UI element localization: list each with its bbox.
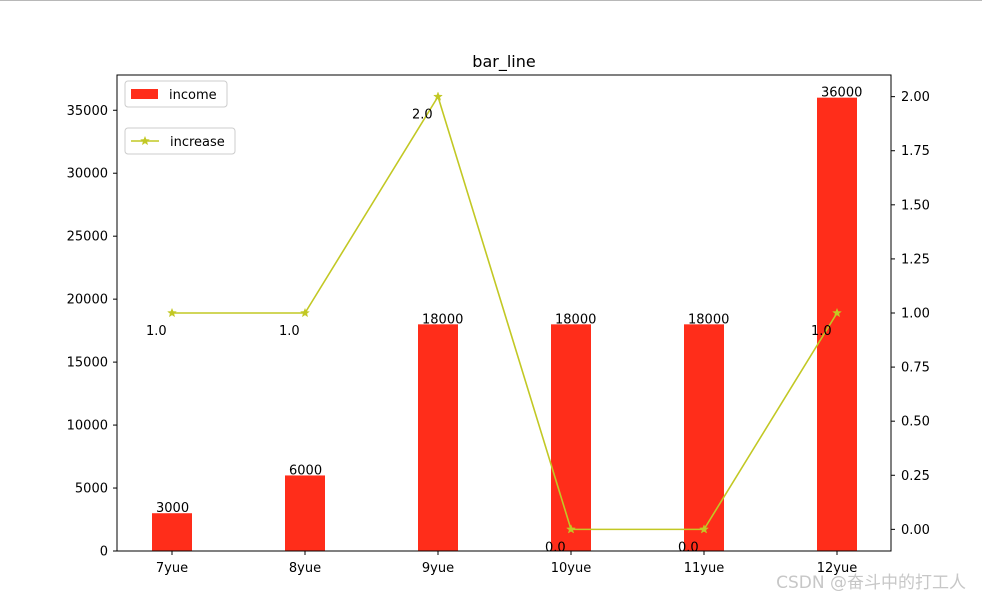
- increase-marker: [300, 307, 310, 318]
- legend-swatch-income: [131, 89, 158, 99]
- bars-layer: 3000 6000 18000 18000 18000 36000: [152, 86, 862, 552]
- y-right-tick-label: 1.25: [901, 252, 930, 267]
- y-left-tick-label: 5000: [75, 482, 108, 497]
- legend-marker-increase: [140, 135, 150, 146]
- bar-10yue: [551, 324, 591, 551]
- x-tick-label: 9yue: [422, 561, 454, 576]
- y-left-tick-label: 20000: [67, 293, 108, 308]
- bar-7yue: [152, 513, 192, 551]
- line-value-label: 0.0: [678, 540, 699, 555]
- y-right-tick-label: 1.75: [901, 144, 930, 159]
- legend-box-income: [124, 80, 228, 108]
- increase-line: [172, 94, 838, 531]
- x-tick-label: 12yue: [817, 561, 857, 576]
- bar-12yue: [817, 97, 857, 552]
- legend-box-increase: [124, 127, 236, 155]
- line-value-label: 1.0: [279, 324, 300, 339]
- bar-value-label: 36000: [821, 86, 862, 101]
- bar-value-label: 18000: [555, 312, 596, 327]
- bar-value-label: 6000: [289, 463, 322, 478]
- bar-value-label: 18000: [422, 312, 463, 327]
- y-right-tick-label: 0.75: [901, 361, 930, 376]
- axes-layer: 7yue 8yue 9yue 10yue 11yue 12yue 0 5000 10000 150…: [67, 90, 930, 576]
- x-tick-label: 10yue: [551, 561, 591, 576]
- y-right-tick-label: 0.50: [901, 415, 930, 430]
- increase-marker: [167, 307, 177, 318]
- bar-8yue: [285, 475, 325, 551]
- y-right-tick-label: 1.50: [901, 198, 930, 213]
- y-right-tick-label: 0.25: [901, 469, 930, 484]
- line-value-label: 1.0: [811, 324, 832, 339]
- increase-marker: [433, 91, 443, 101]
- line-layer: 1.0 1.0 2.0 0.0 0.0 1.0: [146, 91, 842, 555]
- window-top-border: [0, 0, 982, 1]
- line-value-label: 0.0: [545, 540, 566, 555]
- x-tick-label: 8yue: [289, 561, 321, 576]
- x-tick-label: 7yue: [156, 561, 188, 576]
- chart-title: bar_line: [472, 52, 535, 72]
- increase-marker: [832, 307, 842, 318]
- y-left-tick-label: 30000: [67, 167, 108, 182]
- increase-marker: [699, 524, 709, 534]
- watermark: CSDN @奋斗中的打工人: [776, 573, 966, 593]
- bar-value-label: 3000: [156, 501, 189, 516]
- y-left-tick-label: 25000: [67, 230, 108, 245]
- bar-value-label: 18000: [688, 312, 729, 327]
- line-value-label: 2.0: [412, 108, 433, 123]
- x-tick-label: 11yue: [684, 561, 724, 576]
- legend-layer: income increase: [124, 80, 236, 155]
- legend-label-increase: increase: [170, 135, 225, 150]
- y-right-tick-label: 2.00: [901, 90, 930, 105]
- y-right-tick-label: 1.00: [901, 307, 930, 322]
- bar-9yue: [418, 324, 458, 551]
- increase-marker: [566, 524, 576, 534]
- legend-label-income: income: [169, 88, 217, 103]
- line-value-label: 1.0: [146, 324, 167, 339]
- y-left-tick-label: 0: [100, 545, 108, 560]
- y-right-tick-label: 0.00: [901, 523, 930, 538]
- y-left-tick-label: 10000: [67, 419, 108, 434]
- y-left-tick-label: 15000: [67, 356, 108, 371]
- y-left-tick-label: 35000: [67, 104, 108, 119]
- bar-11yue: [684, 324, 724, 551]
